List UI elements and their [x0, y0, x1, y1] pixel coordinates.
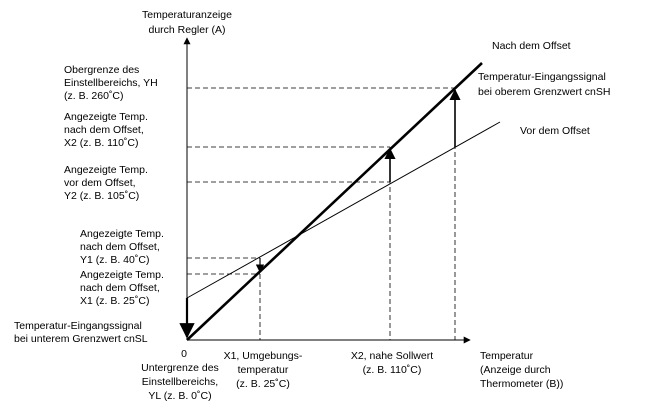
label: Temperaturanzeige — [142, 9, 232, 21]
line-before-offset — [186, 121, 501, 299]
label: Untergrenze des — [141, 362, 219, 374]
label: nach dem Offset, — [80, 282, 160, 294]
label: nach dem Offset, — [64, 124, 144, 136]
label: nach dem Offset, — [80, 241, 160, 253]
label: (z. B. 25˚C) — [236, 378, 290, 390]
line-after-offset — [186, 62, 483, 341]
label: Y1 (z. B. 40˚C) — [80, 254, 149, 266]
label: Nach dem Offset — [492, 40, 571, 52]
label: bei oberem Grenzwert cnSH — [478, 86, 610, 98]
label: Temperatur-Eingangssignal — [14, 320, 142, 332]
label: Einstellbereichs, — [142, 376, 218, 388]
label: (z. B. 110˚C) — [363, 364, 422, 376]
label: X2 (z. B. 110˚C) — [64, 137, 139, 149]
label: Angezeigte Temp. — [64, 111, 148, 123]
label: Y2 (z. B. 105˚C) — [64, 190, 139, 202]
label: durch Regler (A) — [148, 24, 225, 36]
label: X1 (z. B. 25˚C) — [80, 295, 149, 307]
label: X1, Umgebungs- — [224, 350, 303, 362]
label: Temperatur — [480, 350, 534, 362]
label: Angezeigte Temp. — [64, 164, 148, 176]
label: vor dem Offset, — [64, 177, 136, 189]
label: X2, nahe Sollwert — [351, 350, 433, 362]
label: (z. B. 260˚C) — [64, 90, 124, 102]
label: Angezeigte Temp. — [80, 269, 164, 281]
label: Vor dem Offset — [520, 125, 590, 137]
label: Thermometer (B)) — [480, 378, 563, 390]
label: Temperatur-Eingangssignal — [478, 71, 606, 83]
label: YL (z. B. 0˚C) — [148, 390, 211, 402]
label: temperatur — [238, 364, 289, 376]
label: 0 — [181, 348, 187, 360]
label: bei unterem Grenzwert cnSL — [14, 333, 148, 345]
label: (Anzeige durch — [480, 364, 551, 376]
label: Angezeigte Temp. — [80, 228, 164, 240]
label: Obergrenze des — [64, 64, 139, 76]
label: Einstellbereichs, YH — [64, 77, 158, 89]
